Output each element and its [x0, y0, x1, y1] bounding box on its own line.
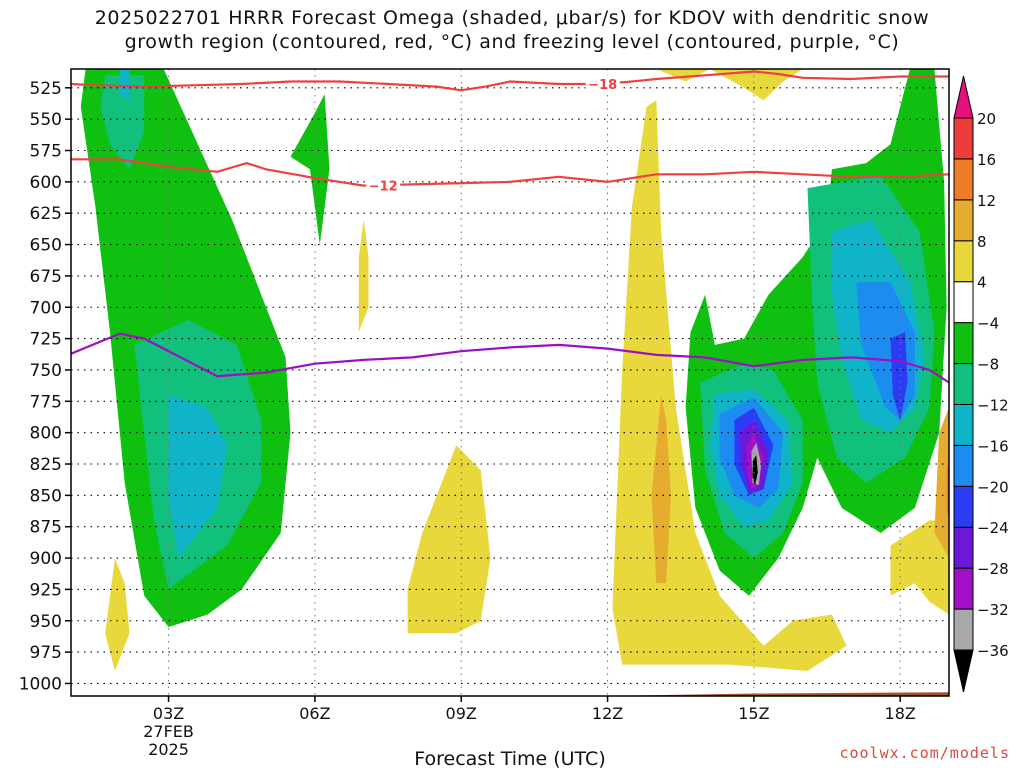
colorbar-bin — [953, 567, 974, 610]
colorbar-label: −20 — [977, 478, 1009, 496]
colorbar-bin — [953, 158, 974, 201]
credit-text: coolwx.com/models — [839, 744, 1010, 762]
colorbar-label: −36 — [977, 642, 1009, 660]
y-tick-label: 950 — [30, 612, 62, 632]
colorbar-label: 4 — [977, 274, 987, 292]
colorbar-over-arrow — [953, 75, 974, 119]
plot-frame — [70, 68, 950, 697]
ground-fill — [607, 692, 949, 696]
y-tick-label: 850 — [30, 486, 62, 506]
y-tick-label: 1000 — [19, 674, 62, 694]
y-axis: 525 550 575 600 625 650 675 700 725 750 775 800 825 8… — [19, 79, 71, 694]
colorbar-label: −4 — [977, 315, 999, 333]
omega-region-0 — [105, 558, 130, 671]
contour-label: −18 — [588, 78, 617, 93]
y-tick-label: 825 — [30, 455, 62, 475]
omega-shading — [80, 69, 949, 671]
x-tick-label: 06Z — [299, 704, 330, 723]
colorbar-bin — [953, 281, 974, 324]
colorbar-bin — [953, 608, 974, 651]
y-tick-label: 925 — [30, 580, 62, 600]
contour-line-0 — [71, 70, 949, 92]
omega-region-13 — [651, 395, 671, 584]
omega-region-14 — [934, 407, 949, 559]
y-tick-label: 725 — [30, 330, 62, 350]
colorbar-label: −24 — [977, 519, 1009, 537]
y-tick-label: 650 — [30, 236, 62, 256]
omega-region-5 — [168, 395, 228, 559]
x-tick-label: 12Z — [592, 704, 623, 723]
omega-region-12 — [890, 520, 949, 615]
colorbar-bin — [953, 444, 974, 487]
y-tick-label: 600 — [30, 173, 62, 193]
contour-line-1 — [71, 158, 949, 187]
colorbar-bin — [953, 526, 974, 569]
colorbar-label: −32 — [977, 601, 1009, 619]
title-line-1: 2025022701 HRRR Forecast Omega (shaded, … — [94, 7, 930, 29]
y-tick-label: 700 — [30, 298, 62, 318]
y-tick-label: 800 — [30, 424, 62, 444]
omega-region-8 — [407, 445, 491, 634]
y-tick-label: 975 — [30, 643, 62, 663]
contour-lines: −18 −12 — [71, 70, 949, 384]
colorbar: −36 −32 −28 −24 −20 −16 −12 −8 −4 4 8 12 16 20 — [953, 75, 1009, 693]
y-tick-label: 900 — [30, 549, 62, 569]
contour-line-2 — [71, 332, 949, 384]
x-axis-label: Forecast Time (UTC) — [414, 748, 605, 768]
y-tick-label: 525 — [30, 79, 62, 99]
contour-label-bg — [366, 177, 401, 194]
colorbar-label: −8 — [977, 356, 999, 374]
omega-region-23 — [890, 332, 908, 421]
y-tick-label: 575 — [30, 142, 62, 162]
omega-region-10 — [656, 69, 710, 82]
y-tick-label: 550 — [30, 110, 62, 130]
x-tick-label: 03Z — [153, 704, 184, 723]
colorbar-bin — [953, 485, 974, 528]
grid-lines — [71, 69, 949, 696]
colorbar-bin — [953, 363, 974, 405]
colorbar-label: 16 — [977, 151, 996, 169]
x-tick-sublabel: 2025 — [148, 740, 189, 759]
colorbar-bin — [953, 240, 974, 283]
omega-region-4 — [119, 69, 130, 101]
y-tick-label: 875 — [30, 518, 62, 538]
colorbar-label: 20 — [977, 110, 996, 128]
colorbar-bin — [953, 117, 974, 160]
colorbar-label: −16 — [977, 437, 1009, 455]
omega-region-6 — [290, 94, 330, 245]
y-tick-label: 625 — [30, 204, 62, 224]
title-line-2: growth region (contoured, red, °C) and f… — [124, 31, 900, 53]
colorbar-bin — [953, 403, 974, 446]
omega-region-11 — [710, 69, 803, 101]
contour-label-bg — [585, 76, 620, 93]
colorbar-label: 12 — [977, 192, 996, 210]
x-tick-label: 18Z — [885, 704, 916, 723]
colorbar-bin — [953, 199, 974, 242]
omega-region-2 — [100, 75, 145, 170]
y-tick-label: 775 — [30, 392, 62, 412]
ground-layer — [607, 692, 949, 696]
omega-region-28 — [752, 455, 758, 486]
x-tick-sublabel: 27FEB — [143, 722, 194, 741]
colorbar-label: −12 — [977, 396, 1009, 414]
colorbar-under-arrow — [953, 649, 974, 693]
chart-title: 2025022701 HRRR Forecast Omega (shaded, … — [0, 6, 1024, 54]
contour-label: −12 — [369, 180, 398, 195]
y-tick-label: 750 — [30, 361, 62, 381]
omega-region-9 — [612, 100, 847, 671]
y-tick-label: 675 — [30, 267, 62, 287]
x-tick-label: 09Z — [446, 704, 477, 723]
colorbar-bin — [953, 322, 974, 365]
x-tick-label: 15Z — [738, 704, 769, 723]
colorbar-label: −28 — [977, 560, 1009, 578]
colorbar-label: 8 — [977, 233, 987, 251]
